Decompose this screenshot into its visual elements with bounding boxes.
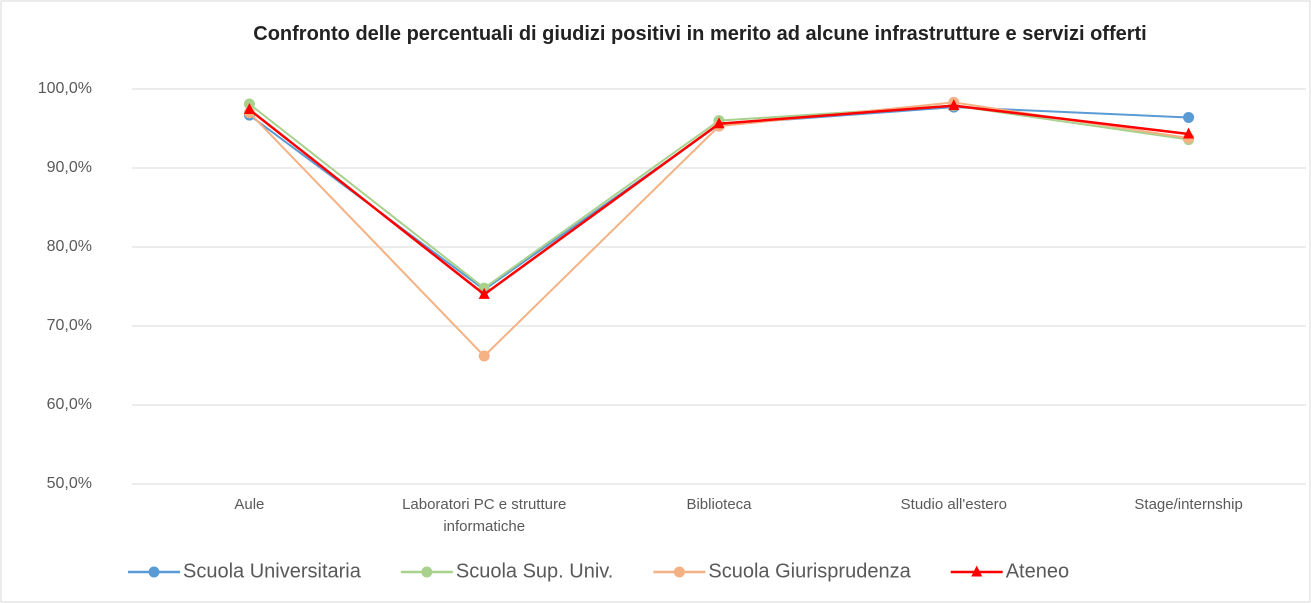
data-point	[478, 350, 490, 362]
data-point	[673, 566, 685, 578]
data-point	[148, 566, 160, 578]
legend-label: Ateneo	[1006, 560, 1069, 582]
data-point	[713, 117, 725, 129]
series-line	[248, 104, 1189, 296]
y-tick-label: 80,0%	[47, 238, 92, 255]
legend-label: Scuola Universitaria	[183, 560, 362, 582]
legend-label: Scuola Giurisprudenza	[708, 560, 911, 582]
x-tick-label: Studio all'estero	[900, 496, 1007, 513]
data-point	[421, 566, 433, 578]
series-line	[248, 101, 1189, 358]
y-tick-label: 100,0%	[38, 80, 92, 97]
data-point	[478, 287, 490, 299]
data-point	[971, 565, 983, 577]
y-tick-label: 50,0%	[47, 475, 92, 492]
y-tick-label: 70,0%	[47, 317, 92, 334]
legend-label: Scuola Sup. Univ.	[456, 560, 614, 582]
data-point	[243, 103, 255, 115]
x-tick-label: Stage/internship	[1134, 496, 1243, 513]
series-line	[248, 106, 1189, 291]
data-point	[1183, 127, 1195, 139]
x-tick-label: Aule	[234, 496, 265, 513]
y-tick-label: 90,0%	[47, 159, 92, 176]
x-tick-label: Laboratori PC e strutture informatiche	[402, 496, 567, 535]
data-point	[948, 99, 960, 111]
chart-title: Confronto delle percentuali di giudizi p…	[253, 23, 1147, 45]
y-tick-label: 60,0%	[47, 396, 92, 413]
data-point	[1183, 111, 1195, 123]
x-tick-label: Biblioteca	[686, 496, 752, 513]
